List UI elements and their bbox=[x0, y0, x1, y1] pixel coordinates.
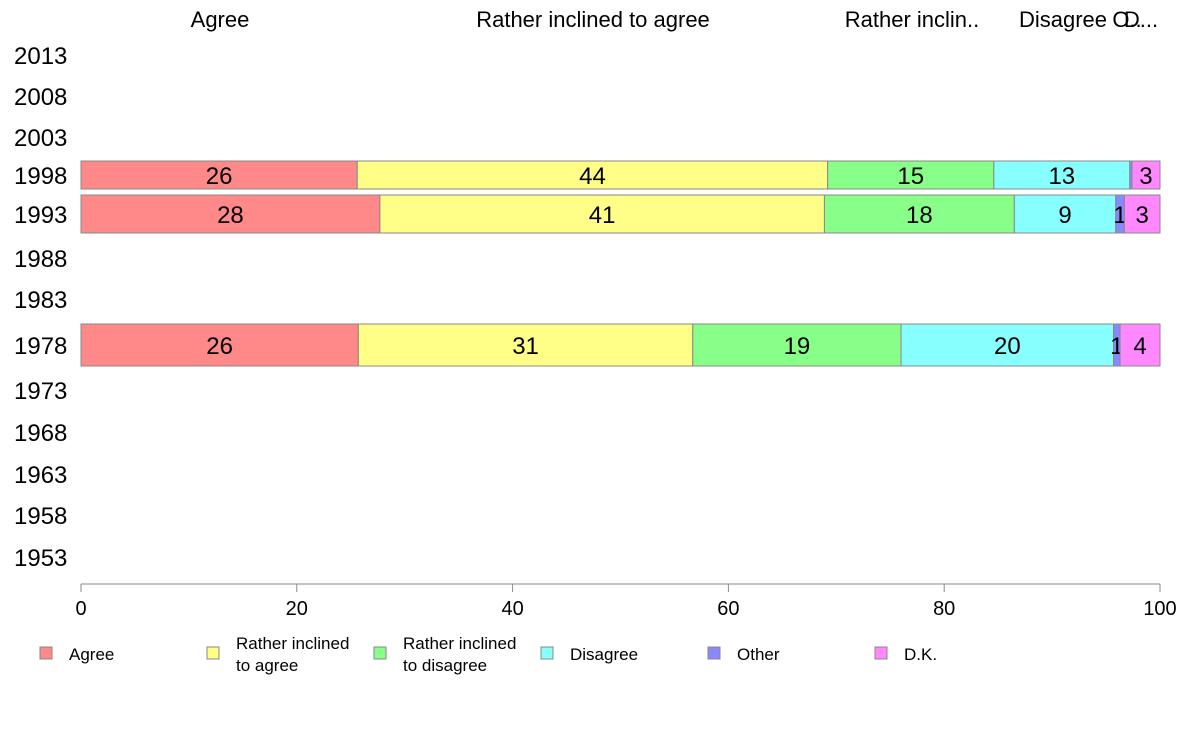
data-label: 4 bbox=[1133, 333, 1146, 360]
column-headers: Agree Rather inclined to agree Rather incl… bbox=[191, 7, 1158, 32]
bar-segment bbox=[1131, 160, 1161, 190]
legend-swatch bbox=[707, 646, 721, 660]
legend-label: to disagree bbox=[403, 656, 487, 675]
data-label: 44 bbox=[579, 163, 606, 190]
year-labels: 2013 2008 2003 1998 1993 1988 1983 1978 1973 1968… bbox=[14, 43, 67, 572]
data-label: 1 bbox=[1113, 202, 1126, 229]
bar-segment bbox=[379, 194, 825, 234]
legend: Agree Rather inclined to agree Rather incli… bbox=[39, 634, 937, 675]
year-label: 1988 bbox=[14, 246, 67, 273]
x-tick-label: 100 bbox=[1143, 598, 1176, 620]
year-label: 2003 bbox=[14, 125, 67, 152]
bar-segment bbox=[1123, 194, 1161, 234]
bars: 26 44 15 13 328 41 18 9 1 326 31 19 20 1 4 bbox=[80, 160, 1161, 367]
year-label: 1963 bbox=[14, 462, 67, 489]
x-tick-label: 40 bbox=[501, 598, 523, 620]
bar-segment bbox=[993, 160, 1131, 190]
x-tick-label: 0 bbox=[75, 598, 86, 620]
data-label: 9 bbox=[1058, 202, 1071, 229]
legend-label: Agree bbox=[69, 645, 114, 664]
data-label: 13 bbox=[1048, 163, 1075, 190]
legend-swatch bbox=[206, 646, 220, 660]
bar-segment bbox=[80, 160, 358, 190]
year-label: 2013 bbox=[14, 43, 67, 70]
legend-label: D.K. bbox=[904, 645, 937, 664]
bar-segment bbox=[823, 194, 1015, 234]
column-header: D... bbox=[1124, 7, 1158, 32]
legend-label: Rather inclined bbox=[403, 634, 516, 653]
column-header: O.. bbox=[1112, 7, 1141, 32]
year-label: 1968 bbox=[14, 420, 67, 447]
legend-swatch bbox=[39, 646, 53, 660]
bar-segment bbox=[357, 323, 694, 367]
data-label: 41 bbox=[589, 202, 616, 229]
bar-segment bbox=[80, 194, 381, 234]
bar-segment bbox=[900, 323, 1115, 367]
legend-label: Rather inclined bbox=[236, 634, 349, 653]
x-tick-label: 60 bbox=[717, 598, 739, 620]
legend-swatch bbox=[874, 646, 888, 660]
x-axis: 0 20 40 60 80 100 bbox=[75, 583, 1177, 620]
bar-segment bbox=[1013, 194, 1117, 234]
data-label: 31 bbox=[512, 333, 539, 360]
column-header: Disagree bbox=[1019, 7, 1107, 32]
x-tick-label: 20 bbox=[286, 598, 308, 620]
column-header: Agree bbox=[191, 7, 250, 32]
year-label: 1998 bbox=[14, 163, 67, 190]
data-label: 26 bbox=[206, 163, 233, 190]
column-header: Rather inclin.. bbox=[845, 7, 980, 32]
bar-segment bbox=[692, 323, 902, 367]
year-label: 1983 bbox=[14, 287, 67, 314]
data-label: 3 bbox=[1139, 163, 1152, 190]
year-label: 1973 bbox=[14, 378, 67, 405]
column-header: Rather inclined to agree bbox=[476, 7, 710, 32]
bar-segment bbox=[356, 160, 829, 190]
year-label: 1978 bbox=[14, 333, 67, 360]
data-label: 28 bbox=[217, 202, 244, 229]
bar-segment bbox=[1119, 323, 1161, 367]
data-label: 18 bbox=[906, 202, 933, 229]
legend-label: Other bbox=[737, 645, 780, 664]
bar-segment bbox=[827, 160, 995, 190]
year-label: 2008 bbox=[14, 84, 67, 111]
legend-swatch bbox=[373, 646, 387, 660]
x-tick-label: 80 bbox=[933, 598, 955, 620]
legend-swatch bbox=[540, 646, 554, 660]
year-label: 1958 bbox=[14, 503, 67, 530]
legend-label: Disagree bbox=[570, 645, 638, 664]
bar-segment bbox=[80, 323, 359, 367]
data-label: 19 bbox=[784, 333, 811, 360]
data-label: 3 bbox=[1136, 202, 1149, 229]
year-label: 1953 bbox=[14, 545, 67, 572]
data-label: 15 bbox=[897, 163, 924, 190]
legend-label: to agree bbox=[236, 656, 298, 675]
year-label: 1993 bbox=[14, 202, 67, 229]
data-label: 26 bbox=[206, 333, 233, 360]
data-label: 20 bbox=[994, 333, 1021, 360]
